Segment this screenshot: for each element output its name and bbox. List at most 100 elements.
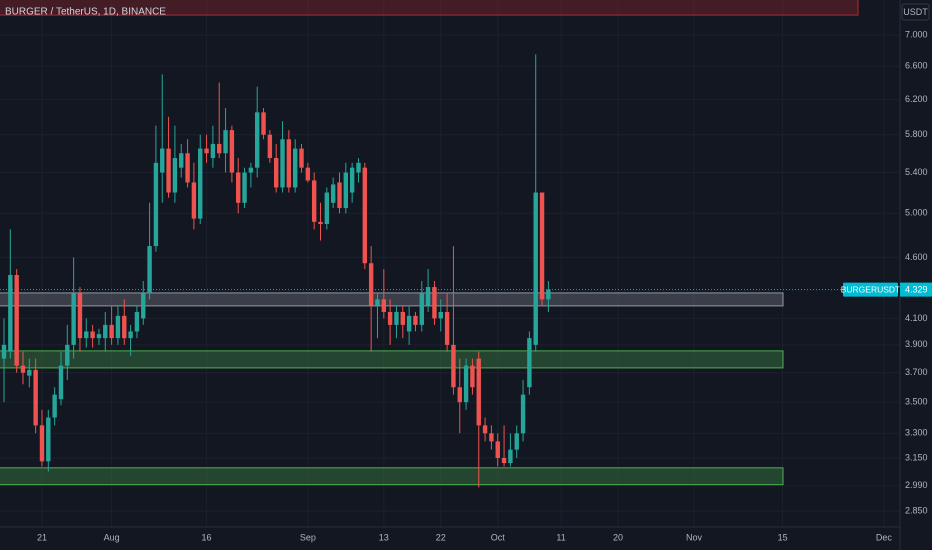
candle-body xyxy=(160,148,165,173)
x-tick-label: 16 xyxy=(202,532,212,542)
candle-body xyxy=(280,139,285,188)
candle-body xyxy=(84,331,89,339)
candle-body xyxy=(489,433,494,442)
overlay: BURGERUSDT xyxy=(0,282,901,297)
candle-body xyxy=(236,172,241,203)
candle-body xyxy=(451,344,456,388)
candle-body xyxy=(46,417,51,462)
candle-body xyxy=(514,433,519,450)
x-tick-label: Dec xyxy=(876,532,893,542)
candle-body xyxy=(90,331,95,339)
candle-body xyxy=(495,441,500,458)
candle-body xyxy=(8,275,13,352)
candle-body xyxy=(20,365,26,373)
candle-body xyxy=(153,162,159,247)
candle-body xyxy=(261,112,266,135)
candles xyxy=(1,54,551,488)
candle-body xyxy=(134,311,140,332)
symbol-label: BURGERUSDT xyxy=(841,284,901,294)
candle-body xyxy=(242,172,247,203)
candle-body xyxy=(305,167,311,181)
candle-body xyxy=(432,287,437,319)
y-tick-label: 3.500 xyxy=(905,397,928,407)
candle-body xyxy=(115,315,121,339)
y-tick-label: 6.200 xyxy=(905,94,928,104)
x-tick-label: 20 xyxy=(613,532,623,542)
x-tick-label: Oct xyxy=(491,532,506,542)
y-tick-label: 7.000 xyxy=(905,29,928,39)
candle-body xyxy=(52,394,57,418)
candle-body xyxy=(330,184,336,203)
candle-body xyxy=(14,275,19,366)
currency-box[interactable] xyxy=(901,3,930,21)
axes: 2.850 2.990 3.150 3.300 3.500 3.700 3.900 4.100… xyxy=(37,29,932,542)
candle-body xyxy=(375,299,380,306)
candle-body xyxy=(324,192,330,224)
currency-label[interactable]: USDT xyxy=(903,7,928,17)
candle-body xyxy=(292,148,298,188)
candle-body xyxy=(273,158,279,188)
x-tick-label: 21 xyxy=(37,532,47,542)
y-tick-label: 3.700 xyxy=(905,367,928,377)
candle-body xyxy=(185,153,190,183)
candle-body xyxy=(141,293,146,319)
candle-body xyxy=(147,246,152,294)
candle-body xyxy=(166,148,171,193)
y-tick-label: 4.600 xyxy=(905,252,928,262)
candle-body xyxy=(128,331,133,339)
candle-body xyxy=(527,338,532,388)
candle-body xyxy=(210,143,216,159)
candle-body xyxy=(179,153,184,168)
candle-body xyxy=(77,293,83,339)
candle-body xyxy=(368,263,374,306)
candle-body xyxy=(356,162,361,173)
symbol-label-box xyxy=(843,282,898,297)
x-tick-label: 22 xyxy=(436,532,446,542)
candle-body xyxy=(381,299,386,312)
price-label-box xyxy=(900,282,932,297)
candle-body xyxy=(406,315,412,332)
candle-body xyxy=(533,192,538,345)
y-tick-label: 3.300 xyxy=(905,428,928,438)
candle-body xyxy=(343,172,349,209)
candle-body xyxy=(337,182,342,209)
price-zone xyxy=(0,350,784,369)
candle-body xyxy=(109,324,114,339)
candle-body xyxy=(267,134,273,159)
candle-body xyxy=(255,112,260,168)
candle-body xyxy=(508,449,513,464)
candle-body xyxy=(520,394,526,434)
candle-body xyxy=(482,425,488,434)
x-tick-label: Aug xyxy=(104,532,120,542)
x-tick-label: 15 xyxy=(778,532,788,542)
candle-body xyxy=(501,457,507,464)
candle-body xyxy=(172,158,178,193)
candle-body xyxy=(425,287,431,306)
candle-body xyxy=(419,293,424,325)
x-tick-label: Nov xyxy=(686,532,703,542)
y-tick-label: 6.600 xyxy=(905,61,928,71)
candle-body xyxy=(438,311,443,319)
candle-body xyxy=(387,311,393,325)
candle-body xyxy=(546,289,551,300)
candle-body xyxy=(463,365,469,403)
candle-body xyxy=(248,167,254,173)
candle-body xyxy=(103,324,108,339)
chart-title: BURGER / TetherUS, 1D, BINANCE xyxy=(5,7,166,18)
candle-body xyxy=(33,369,38,426)
candle-body xyxy=(311,180,317,222)
y-tick-label: 2.990 xyxy=(905,480,928,490)
candle-body xyxy=(27,369,32,376)
candle-body xyxy=(39,425,45,462)
candle-body xyxy=(286,139,292,188)
y-tick-label: 5.400 xyxy=(905,167,928,177)
candle-body xyxy=(122,315,127,339)
y-tick-label: 5.800 xyxy=(905,129,928,139)
candle-body xyxy=(318,221,323,224)
candle-body xyxy=(470,365,475,388)
candle-body xyxy=(299,148,304,168)
x-tick-label: Sep xyxy=(300,532,316,542)
candle-body xyxy=(198,148,203,219)
